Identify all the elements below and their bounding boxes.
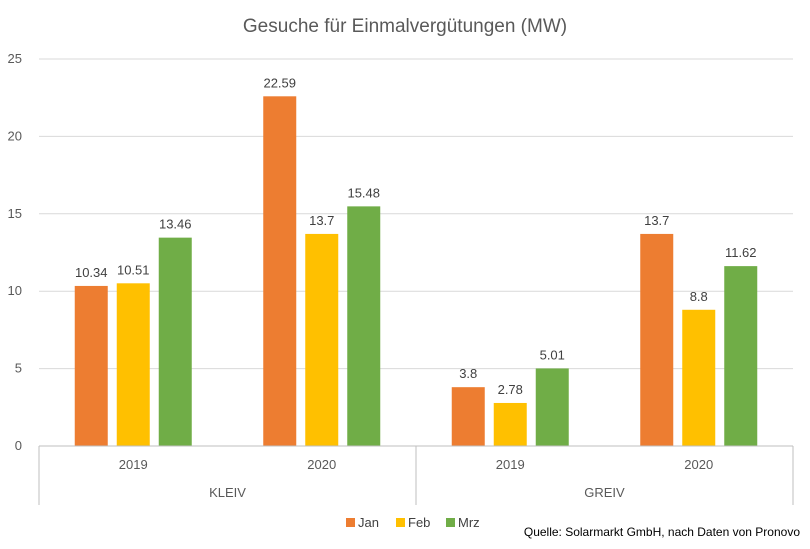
data-label: 3.8: [459, 366, 477, 381]
bar-feb-1: [305, 233, 339, 446]
y-tick-label: 25: [8, 51, 22, 66]
y-tick-label: 20: [8, 128, 22, 143]
group-label: KLEIV: [209, 485, 246, 500]
data-label: 10.51: [117, 262, 150, 277]
source-note: Quelle: Solarmarkt GmbH, nach Daten von …: [523, 525, 800, 539]
legend-swatch-mrz: [446, 518, 455, 527]
data-label: 22.59: [263, 75, 296, 90]
legend-label: Mrz: [458, 515, 480, 530]
data-label: 2.78: [498, 382, 523, 397]
data-labels: 10.34 22.59 3.8 13.7 10.51 13.7 2.78 8.8 13.46 15…: [75, 75, 757, 397]
legend-label: Jan: [358, 515, 379, 530]
y-tick-label: 15: [8, 206, 22, 221]
bar-jan-2: [451, 387, 485, 446]
y-tick-label: 5: [15, 361, 22, 376]
bar-feb-3: [682, 309, 716, 446]
data-label: 11.62: [725, 245, 757, 260]
legend-swatch-jan: [346, 518, 355, 527]
x-tick-label: 2019: [119, 457, 148, 472]
data-label: 15.48: [347, 185, 380, 200]
y-tick-label: 0: [15, 438, 22, 453]
bar-mrz-1: [347, 206, 381, 446]
legend-swatch-feb: [396, 518, 405, 527]
x-tick-label: 2020: [307, 457, 336, 472]
y-axis: 0 5 10 15 20 25: [8, 51, 22, 453]
bar-jan-3: [640, 233, 674, 446]
x-tick-label: 2019: [496, 457, 525, 472]
data-label: 5.01: [540, 347, 565, 362]
bar-jan-0: [74, 285, 108, 446]
data-label: 10.34: [75, 265, 108, 280]
bar-mrz-0: [158, 237, 192, 446]
x-tick-label: 2020: [684, 457, 713, 472]
bar-jan-1: [263, 96, 297, 447]
chart-title: Gesuche für Einmalvergütungen (MW): [243, 16, 567, 37]
bar-mrz-3: [724, 266, 758, 446]
bar-feb-2: [493, 402, 527, 446]
group-label: GREIV: [584, 485, 625, 500]
legend-label: Feb: [408, 515, 430, 530]
data-label: 13.7: [644, 213, 669, 228]
gridlines: [39, 58, 793, 370]
bar-feb-0: [116, 283, 150, 446]
bars: [74, 96, 758, 447]
bar-mrz-2: [535, 368, 569, 446]
legend: Jan Feb Mrz: [346, 515, 480, 530]
y-tick-label: 10: [8, 283, 22, 298]
x-axis: KLEIV GREIV 2019 2020 2019 2020: [38, 445, 794, 505]
data-label: 8.8: [690, 289, 708, 304]
data-label: 13.46: [159, 217, 192, 232]
data-label: 13.7: [309, 213, 334, 228]
